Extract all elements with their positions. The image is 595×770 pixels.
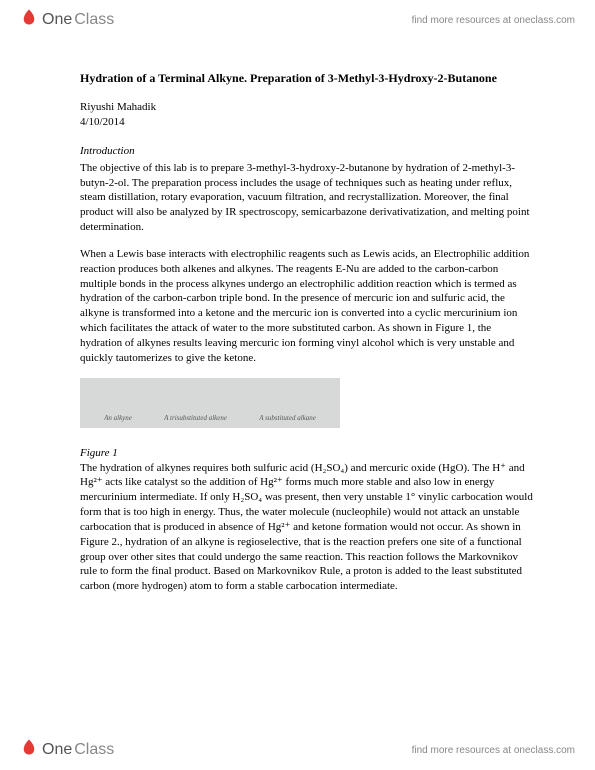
leaf-icon [20,738,38,762]
logo-text-class: Class [74,741,114,759]
figure-label-left: An alkyne [104,414,132,423]
resources-link-top[interactable]: find more resources at oneclass.com [412,15,575,26]
leaf-icon [20,8,38,32]
section-heading-introduction: Introduction [80,144,535,159]
logo-text-one: One [42,741,72,759]
paragraph-2: When a Lewis base interacts with electro… [80,247,535,366]
page-footer: OneClass find more resources at oneclass… [0,730,595,770]
logo-text-one: One [42,11,72,29]
logo-text-class: Class [74,11,114,29]
document-body: Hydration of a Terminal Alkyne. Preparat… [0,40,595,656]
document-title: Hydration of a Terminal Alkyne. Preparat… [80,70,535,86]
figure-label-right: A substituted alkane [259,414,316,423]
document-date: 4/10/2014 [80,115,535,130]
paragraph-3: The hydration of alkynes requires both s… [80,461,535,595]
logo[interactable]: OneClass [20,8,114,32]
figure-1-image: An alkyne A trisubstituted alkene A subs… [80,378,340,428]
logo-footer[interactable]: OneClass [20,738,114,762]
author-name: Riyushi Mahadik [80,100,535,115]
figure-1-caption: Figure 1 [80,446,535,461]
page-header: OneClass find more resources at oneclass… [0,0,595,40]
resources-link-bottom[interactable]: find more resources at oneclass.com [412,745,575,756]
figure-label-mid: A trisubstituted alkene [164,414,227,423]
paragraph-1: The objective of this lab is to prepare … [80,161,535,235]
